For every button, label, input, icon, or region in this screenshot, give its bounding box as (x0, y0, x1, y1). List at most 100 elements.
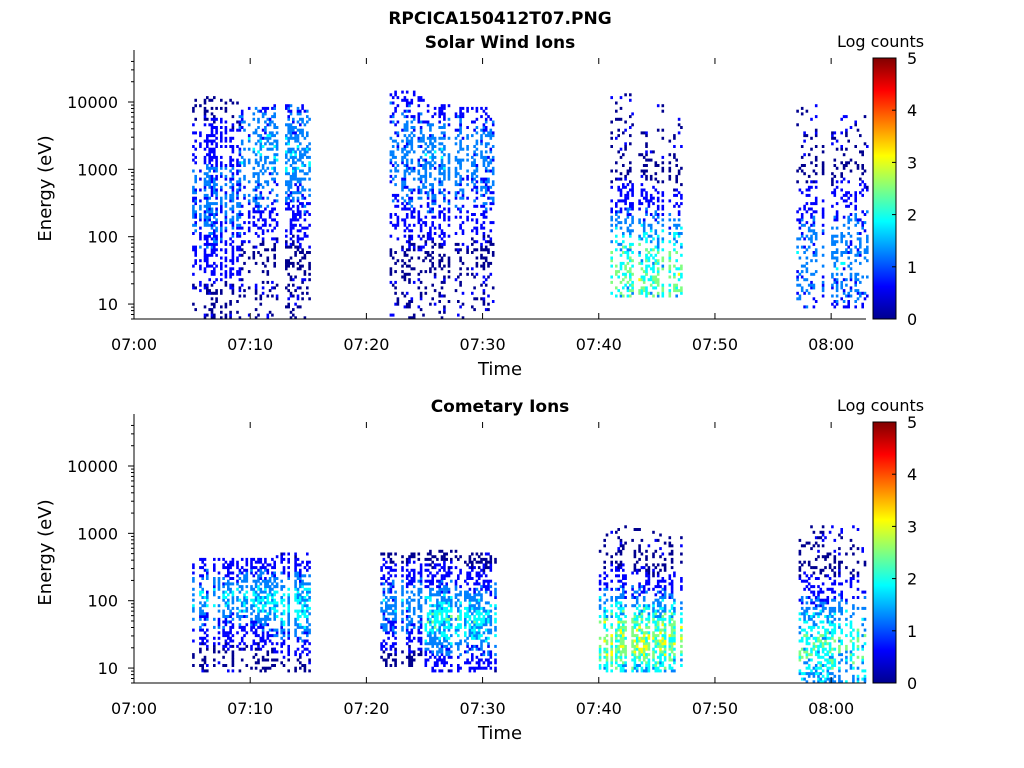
spectrogram-cell (401, 590, 404, 594)
spectrogram-cell (440, 210, 444, 214)
spectrogram-cell (394, 631, 397, 635)
spectrogram-cell (431, 134, 434, 138)
spectrogram-cell (292, 155, 295, 159)
spectrogram-cell (192, 577, 195, 580)
spectrogram-cell (201, 557, 204, 561)
spectrogram-cell (224, 164, 228, 167)
spectrogram-cell (271, 120, 274, 124)
spectrogram-cell (426, 631, 430, 635)
spectrogram-cell (261, 232, 265, 235)
spectrogram-cell (482, 297, 486, 301)
spectrogram-cell (301, 251, 304, 254)
spectrogram-cell (287, 259, 290, 263)
spectrogram-cell (259, 153, 263, 157)
spectrogram-cell (229, 582, 232, 586)
spectrogram-cell (454, 631, 458, 635)
spectrogram-cell (245, 606, 249, 610)
spectrogram-cell (849, 240, 853, 244)
spectrogram-cell (647, 199, 651, 203)
spectrogram-cell (677, 210, 681, 214)
spectrogram-cell (489, 568, 493, 572)
spectrogram-cell (429, 650, 432, 654)
spectrogram-cell (254, 308, 258, 312)
spectrogram-cell (412, 571, 416, 575)
spectrogram-cell (199, 259, 202, 263)
spectrogram-cell (194, 196, 197, 200)
spectrogram-cell (438, 636, 441, 640)
spectrogram-cell (280, 598, 283, 602)
spectrogram-cell (443, 606, 446, 610)
spectrogram-cell (489, 615, 493, 618)
spectrogram-cell (471, 644, 474, 648)
spectrogram-cell (661, 289, 665, 293)
spectrogram-cell (236, 644, 239, 648)
spectrogram-cell (466, 177, 469, 181)
spectrogram-cell (491, 166, 495, 170)
spectrogram-cell (194, 104, 197, 108)
spectrogram-cell (429, 596, 432, 599)
spectrogram-cell (854, 305, 857, 309)
spectrogram-cell (429, 571, 432, 575)
spectrogram-cell (403, 115, 407, 119)
spectrogram-cell (440, 245, 444, 249)
spectrogram-cell (422, 139, 425, 143)
spectrogram-cell (245, 590, 249, 594)
spectrogram-cell (433, 634, 437, 638)
spectrogram-cell (382, 577, 386, 580)
spectrogram-cell (254, 647, 258, 651)
spectrogram-cell (443, 199, 446, 203)
spectrogram-cell (835, 202, 839, 206)
spectrogram-cell (271, 658, 274, 662)
spectrogram-cell (447, 571, 451, 575)
spectrogram-cell (231, 177, 235, 181)
spectrogram-cell (647, 259, 651, 263)
spectrogram-cell (454, 215, 458, 219)
spectrogram-cell (405, 136, 409, 140)
spectrogram-cell (849, 289, 853, 293)
spectrogram-cell (301, 650, 304, 654)
spectrogram-cell (656, 215, 660, 219)
spectrogram-cell (394, 226, 397, 230)
spectrogram-cell (487, 302, 490, 306)
spectrogram-cell (454, 596, 458, 599)
spectrogram-cell (261, 242, 265, 246)
spectrogram-cell (477, 628, 481, 632)
spectrogram-cell (454, 582, 458, 586)
spectrogram-cell (250, 563, 253, 567)
spectrogram-cell (426, 615, 430, 618)
spectrogram-cell (410, 131, 414, 135)
spectrogram-cell (261, 655, 265, 659)
spectrogram-cell (213, 563, 216, 567)
spectrogram-cell (282, 568, 286, 572)
spectrogram-cell (303, 604, 307, 608)
spectrogram-cell (419, 248, 423, 252)
spectrogram-cell (301, 278, 304, 282)
spectrogram-cell (642, 280, 646, 284)
spectrogram-cell (436, 620, 439, 624)
spectrogram-cell (296, 234, 300, 238)
spectrogram-cell (482, 128, 486, 132)
spectrogram-cell (203, 115, 207, 119)
spectrogram-cell (385, 642, 388, 646)
spectrogram-cell (443, 593, 446, 597)
spectrogram-cell (471, 563, 474, 567)
spectrogram-cell (266, 294, 270, 298)
spectrogram-cell (438, 147, 441, 151)
spectrogram-cell (217, 604, 221, 608)
spectrogram-cell (443, 636, 446, 640)
spectrogram-cell (480, 142, 483, 146)
spectrogram-cell (845, 248, 848, 252)
spectrogram-cell (840, 237, 843, 241)
spectrogram-cell (849, 251, 853, 254)
spectrogram-cell (408, 658, 411, 662)
spectrogram-cell (429, 161, 432, 165)
spectrogram-cell (803, 164, 806, 167)
spectrogram-cell (292, 308, 295, 312)
spectrogram-cell (257, 620, 260, 624)
spectrogram-cell (192, 604, 195, 608)
spectrogram-cell (294, 213, 297, 216)
spectrogram-cell (482, 213, 486, 216)
spectrogram-cell (194, 245, 197, 249)
spectrogram-cell (382, 593, 386, 597)
spectrogram-cell (405, 623, 409, 627)
